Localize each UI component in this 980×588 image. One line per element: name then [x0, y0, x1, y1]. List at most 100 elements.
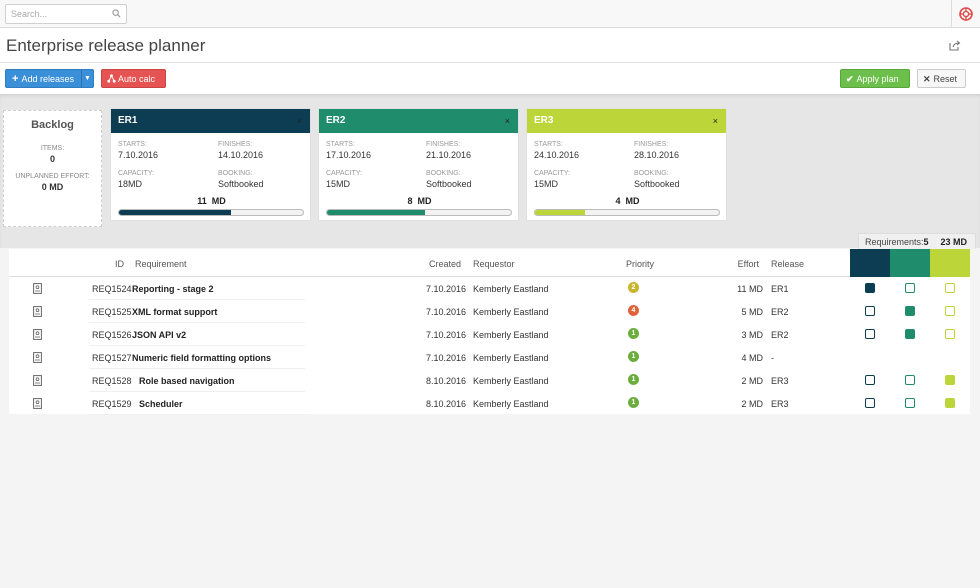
assign-er3-checkbox[interactable] [945, 306, 955, 316]
requirement-name[interactable]: JSON API v2 [132, 330, 187, 340]
assign-er3-checkbox[interactable] [945, 283, 955, 293]
remove-release-close-icon[interactable]: × [712, 116, 718, 126]
release-card-er1[interactable]: ER1 × STARTS: 7.10.2016 FINISHES: 14.10.2016 C… [110, 108, 311, 221]
remove-release-close-icon[interactable]: × [296, 116, 302, 126]
requirement-document-icon[interactable] [33, 375, 42, 386]
release-card-header: ER1 × [111, 109, 310, 133]
requirement-document-icon[interactable] [33, 352, 42, 363]
starts-label: STARTS: [534, 141, 563, 148]
release-card-er2[interactable]: ER2 × STARTS: 17.10.2016 FINISHES: 21.10.2016… [318, 108, 519, 221]
add-releases-button[interactable]: + Add releases ▼ [5, 69, 94, 88]
row-divider [89, 391, 305, 392]
column-header-requirement[interactable]: Requirement [135, 259, 187, 269]
release-capacity: CAPACITY: 18MD [118, 170, 154, 189]
assign-er1-checkbox[interactable] [865, 283, 875, 293]
requirement-document-icon[interactable] [33, 329, 42, 340]
requirement-name[interactable]: Numeric field formatting options [132, 353, 272, 363]
finishes-value: 21.10.2016 [426, 150, 472, 160]
row-divider [89, 322, 305, 323]
finishes-value: 28.10.2016 [634, 150, 680, 160]
requirement-release: ER2 [771, 330, 789, 340]
help-lifebuoy-icon[interactable] [959, 7, 973, 21]
row-divider [89, 299, 305, 300]
column-header-release[interactable]: Release [771, 259, 805, 269]
table-row[interactable]: REQ1526 JSON API v2 7.10.2016 Kemberly East… [9, 323, 970, 346]
assign-er1-checkbox[interactable] [865, 306, 875, 316]
assign-er1-checkbox[interactable] [865, 329, 875, 339]
requirement-release: ER3 [771, 376, 789, 386]
remove-release-close-icon[interactable]: × [504, 116, 510, 126]
auto-calc-button[interactable]: Auto calc [101, 69, 166, 88]
release-capacity: CAPACITY: 15MD [534, 170, 570, 189]
table-row[interactable]: REQ1529 Scheduler 8.10.2016 Kemberly Eastla… [9, 392, 970, 415]
requirement-name[interactable]: XML format support [132, 307, 218, 317]
assign-er3-checkbox[interactable] [945, 398, 955, 408]
release-card-header: ER2 × [319, 109, 518, 133]
requirement-id: REQ1529 [92, 399, 132, 409]
apply-plan-button[interactable]: ✔ Apply plan [840, 69, 910, 88]
backlog-title: Backlog [31, 119, 74, 131]
starts-value: 7.10.2016 [118, 150, 159, 160]
requirement-name[interactable]: Reporting - stage 2 [132, 284, 214, 294]
assign-er2-checkbox[interactable] [905, 283, 915, 293]
column-header-priority[interactable]: Priority [626, 259, 655, 269]
requirement-id: REQ1525 [92, 307, 132, 317]
requirement-effort: 2 MD [741, 399, 763, 409]
assign-er2-checkbox[interactable] [905, 375, 915, 385]
reset-button[interactable]: ✕ Reset [917, 69, 966, 88]
capacity-value: 18MD [118, 179, 143, 189]
requirement-id: REQ1526 [92, 330, 132, 340]
release-card-header: ER3 × [527, 109, 726, 133]
assign-er2-checkbox[interactable] [905, 329, 915, 339]
booking-label: BOOKING: [426, 170, 461, 177]
column-header-created[interactable]: Created [428, 259, 461, 269]
capacity-label: CAPACITY: [534, 170, 571, 177]
top-bar [0, 0, 980, 28]
release-capacity-bar [534, 209, 720, 216]
column-header-id[interactable]: ID [115, 259, 124, 269]
assign-er1-checkbox[interactable] [865, 398, 875, 408]
requirement-document-icon[interactable] [33, 306, 42, 317]
capacity-label: CAPACITY: [326, 170, 363, 177]
requirements-total-effort: 23 MD [940, 237, 967, 247]
column-header-requestor[interactable]: Requestor [473, 259, 515, 269]
requirement-name[interactable]: Scheduler [139, 399, 183, 409]
requirement-id: REQ1524 [92, 284, 132, 294]
release-total-effort: 4 MD [615, 196, 640, 206]
release-starts: STARTS: 24.10.2016 [534, 141, 579, 160]
column-header-effort[interactable]: Effort [737, 259, 759, 269]
release-name: ER1 [118, 115, 138, 126]
table-row[interactable]: REQ1525 XML format support 7.10.2016 Kember… [9, 300, 970, 323]
add-releases-dropdown-caret-icon[interactable]: ▼ [81, 70, 93, 87]
table-row[interactable]: REQ1524 Reporting - stage 2 7.10.2016 Kembe… [9, 277, 970, 300]
requirement-name[interactable]: Role based navigation [139, 376, 235, 386]
assign-er3-checkbox[interactable] [945, 329, 955, 339]
search-input[interactable] [6, 5, 106, 23]
assign-er2-checkbox[interactable] [905, 306, 915, 316]
starts-value: 17.10.2016 [326, 150, 372, 160]
backlog-card[interactable]: Backlog ITEMS: 0 UNPLANNED EFFORT: 0 MD [3, 110, 102, 227]
assign-er3-checkbox[interactable] [945, 375, 955, 385]
requirement-created: 8.10.2016 [425, 376, 466, 386]
priority-badge: 2 [628, 282, 639, 293]
requirement-requestor: Kemberly Eastland [473, 353, 549, 363]
add-releases-label: Add releases [21, 74, 74, 84]
search-icon[interactable] [112, 9, 121, 18]
backlog-effort-label: UNPLANNED EFFORT: [15, 173, 90, 180]
plus-icon: + [12, 73, 19, 85]
share-icon[interactable] [949, 39, 961, 51]
capacity-value: 15MD [326, 179, 351, 189]
search-box[interactable] [5, 4, 127, 24]
table-row[interactable]: REQ1527 Numeric field formatting options 7… [9, 346, 970, 369]
starts-label: STARTS: [326, 141, 355, 148]
requirement-document-icon[interactable] [33, 283, 42, 294]
requirement-document-icon[interactable] [33, 398, 42, 409]
release-card-er3[interactable]: ER3 × STARTS: 24.10.2016 FINISHES: 28.10.2016… [526, 108, 727, 221]
starts-value: 24.10.2016 [534, 150, 580, 160]
table-row[interactable]: REQ1528 Role based navigation 8.10.2016 Kem… [9, 369, 970, 392]
release-capacity-bar [118, 209, 304, 216]
priority-badge: 1 [628, 397, 639, 408]
release-column-er2 [890, 249, 930, 277]
assign-er2-checkbox[interactable] [905, 398, 915, 408]
assign-er1-checkbox[interactable] [865, 375, 875, 385]
